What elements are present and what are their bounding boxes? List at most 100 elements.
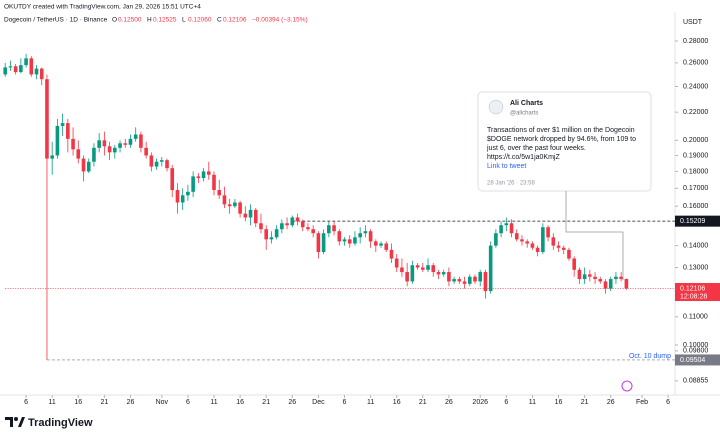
attribution: OKUTDY created with TradingView.com, Jan… [4,4,201,11]
author: Ali Charts [510,100,543,107]
candle-body [248,209,253,218]
candle-body [285,223,289,226]
candle-body [222,195,227,205]
x-tick-label: 16 [393,399,401,406]
candle-body [160,160,164,162]
candle-body [311,229,315,234]
candle-body [107,146,112,153]
candle-body [233,202,237,207]
candle-body [389,249,394,259]
candle-body [39,68,44,80]
y-tick-label: 0.17000 [683,185,708,192]
candle-body [227,204,232,207]
candle-body [426,265,430,270]
connector [565,191,624,280]
x-tick-label: 11 [210,399,217,406]
candle-body [196,176,201,179]
y-tick-label: 0.19000 [683,152,708,159]
legend-label: L [182,17,186,24]
candle-body [421,267,425,270]
candle-body [269,237,274,240]
x-tick-label: 26 [288,399,296,406]
candle-body [582,274,587,280]
candle-body [494,233,498,246]
candle-body [306,227,310,230]
x-tick-label: Feb [636,399,648,406]
y-tick-label: 0.24000 [683,83,708,90]
candle-body [520,239,524,242]
candle-body [400,267,404,273]
tweet-card: Ali Charts @alicharts Transactions of ov… [477,91,652,192]
tweet-link[interactable]: Link to tweet [487,163,526,170]
candle-body [462,281,467,284]
candle-body [473,276,477,282]
candle-body [384,243,389,250]
candle-body [201,171,206,179]
card [477,91,652,192]
candle-body [447,272,451,282]
candle-body [321,233,326,253]
y-tick-label: 0.14000 [683,242,708,249]
candle-body [316,233,321,253]
candle-body [55,125,60,156]
candle-body [191,176,195,192]
annotation: Oct. 10 dump [629,353,671,360]
candle-body [342,239,347,242]
candle-body [133,134,138,139]
x-tick-label: 6 [504,399,508,406]
candle-body [567,249,571,259]
legend-value: 0.12525 [153,17,177,24]
logo-mark [18,417,25,427]
event-icon[interactable] [621,380,633,392]
candle-body [337,231,342,242]
candle-body [34,68,39,75]
x-tick-label: 21 [262,399,270,406]
x-tick-label: 21 [419,399,427,406]
x-tick-label: Dec [312,399,325,406]
candle-body [535,247,540,253]
candle-body [113,147,117,153]
candle-body [467,276,472,284]
candle-body [368,231,373,242]
candle-body [608,279,613,289]
candle-body [577,269,582,280]
countdown: 12:08:28 [680,293,707,300]
x-tick-label: 26 [607,399,615,406]
legend-change: −0.00394 (−3.15%) [252,17,308,24]
tweet-line: Transactions of over $1 million on the D… [487,127,635,134]
y-tick-label: 0.16000 [683,203,708,210]
candle-body [280,223,284,230]
candle-body [358,233,362,238]
y-tick-label: 0.20000 [683,137,708,144]
currency: USDT [683,19,703,26]
candle-body [300,221,305,228]
candle-body [436,272,441,275]
legend-value: 0.12060 [188,17,212,24]
legend-value: 0.12106 [223,17,247,24]
x-tick-label: Nov [156,399,169,406]
x-tick-label: 11 [367,399,374,406]
candle-body [441,272,446,275]
candle-body [154,161,159,167]
candle-body [347,239,352,244]
tweet-line: just 6, over the past four weeks. [486,145,586,152]
candle-body [86,161,91,172]
candle-body [478,272,483,282]
candle-body [624,279,629,289]
candle-body [76,149,81,159]
candle-body [499,225,503,234]
handle: @alicharts [510,111,538,117]
candle-body [3,67,7,75]
candle-body [457,279,462,282]
candle-body [603,281,608,289]
y-tick-label: 0.08855 [683,378,708,385]
candle-body [50,155,54,159]
candle-body [212,174,216,191]
candle-body [290,217,295,226]
x-tick-label: 21 [100,399,108,406]
logo-mark [5,417,13,427]
candle-body [253,209,258,224]
candle-body [8,66,13,68]
candle-body [405,272,409,282]
